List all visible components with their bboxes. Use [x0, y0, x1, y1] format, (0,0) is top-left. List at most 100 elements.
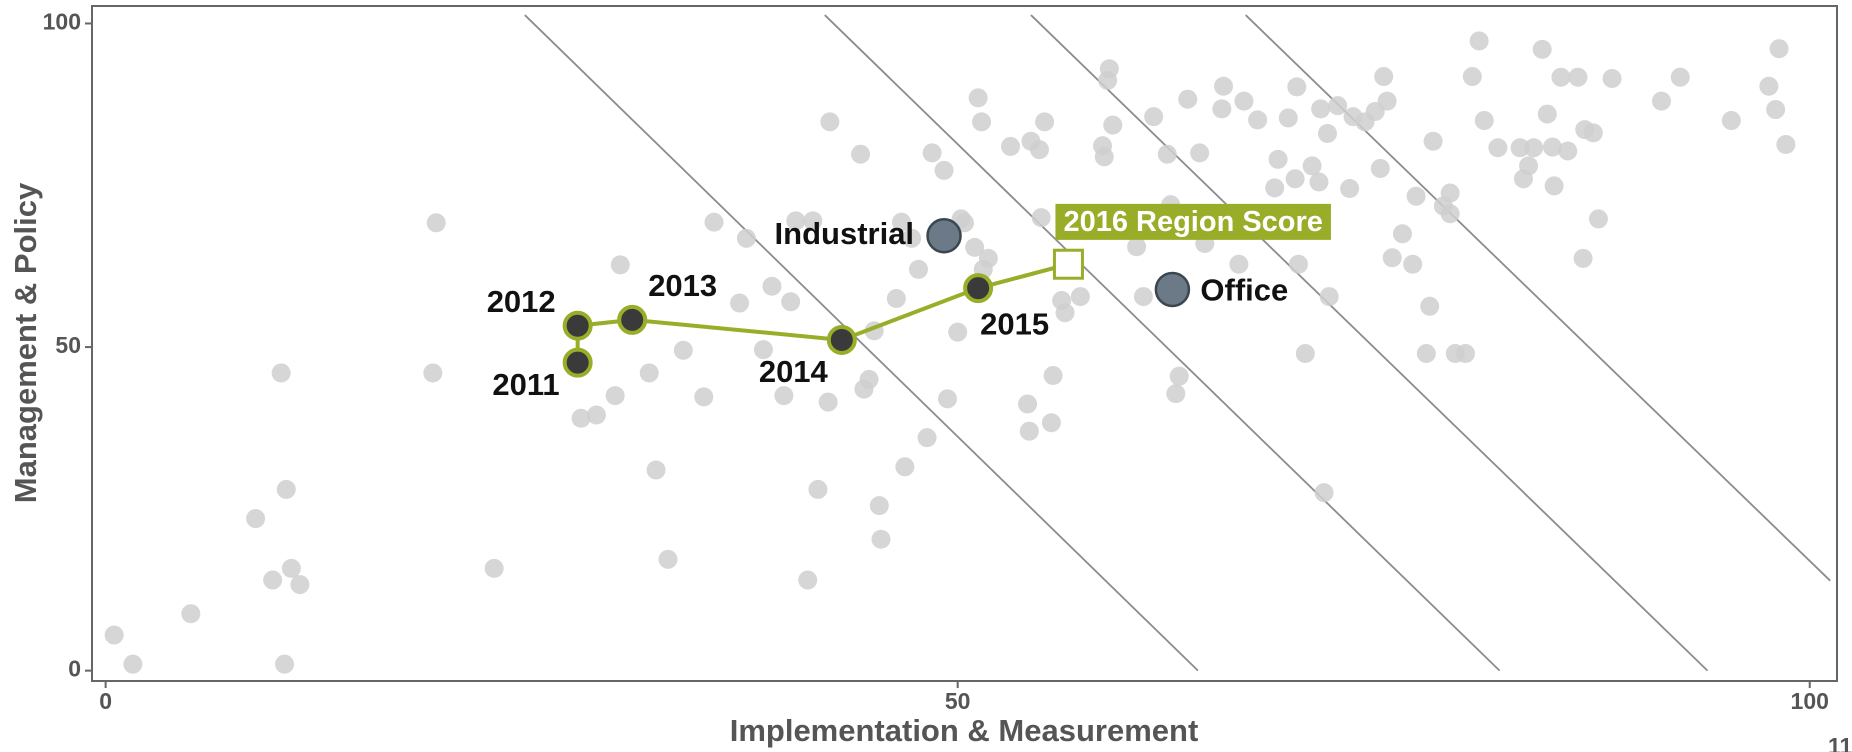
scatter-point	[968, 88, 988, 108]
scatter-point	[1551, 67, 1571, 87]
scatter-point	[1018, 394, 1038, 414]
scatter-point	[730, 293, 750, 313]
score-label: 2016 Region Score	[1063, 206, 1323, 238]
scatter-point	[948, 322, 968, 342]
scatter-point	[1169, 366, 1189, 386]
scatter-point	[1314, 483, 1334, 503]
scatter-point	[1212, 99, 1232, 119]
scatter-point	[290, 575, 310, 595]
scatter-point	[972, 112, 992, 132]
scatter-point	[571, 408, 591, 428]
scatter-point	[646, 460, 666, 480]
scatter-point	[908, 259, 928, 279]
scatter-point	[1265, 178, 1285, 198]
trajectory-point	[963, 273, 994, 304]
scatter-point	[1537, 104, 1557, 124]
scatter-point	[1317, 123, 1337, 143]
trajectory-point	[617, 304, 648, 335]
scatter-point	[1474, 111, 1494, 131]
trajectory-label: 2015	[980, 306, 1049, 341]
scatter-point	[1469, 31, 1489, 51]
scatter-point	[1403, 254, 1423, 274]
x-tick-label: 0	[99, 688, 112, 714]
scatter-point	[1309, 172, 1329, 192]
scatter-point	[965, 237, 985, 257]
scatter-point	[1392, 224, 1412, 244]
scatter-point	[1440, 183, 1460, 203]
scatter-point	[281, 558, 301, 578]
scatter-point	[820, 112, 840, 132]
scatter-point	[1423, 131, 1443, 151]
scatter-point	[917, 428, 937, 448]
scatter-point	[123, 654, 143, 674]
scatter-point	[1043, 366, 1063, 386]
scatter-point	[1456, 344, 1476, 364]
scatter-point	[922, 143, 942, 163]
scatter-point	[1103, 115, 1123, 135]
scatter-point	[1144, 107, 1164, 127]
scatter-point	[798, 570, 818, 590]
scatter-point	[1416, 344, 1436, 364]
scatter-point	[275, 654, 295, 674]
scatter-point	[246, 509, 266, 529]
scatter-point	[423, 363, 443, 383]
scatter-point	[586, 405, 606, 425]
scatter-point	[1602, 68, 1622, 88]
scatter-point	[1319, 287, 1339, 307]
benchmark-point	[1154, 271, 1191, 308]
scatter-point	[1488, 138, 1508, 158]
scatter-point	[1328, 96, 1348, 116]
scatter-point	[1544, 176, 1564, 196]
scatter-point	[1133, 287, 1153, 307]
scatter-point	[181, 604, 201, 624]
scatter-point	[104, 625, 124, 645]
scatter-point	[1234, 91, 1254, 111]
scatter-point	[886, 289, 906, 309]
scatter-point	[1370, 158, 1390, 178]
trajectory-point	[826, 324, 857, 355]
score-callout: 2016 Region Score	[1055, 203, 1331, 240]
benchmark-label: Office	[1200, 273, 1288, 308]
scatter-point	[1214, 76, 1234, 96]
scatter-point	[1651, 91, 1671, 111]
scatter-point	[1558, 141, 1578, 161]
scatter-point	[276, 479, 296, 499]
page-number: 11	[1828, 733, 1852, 752]
scatter-point	[1420, 296, 1440, 316]
scatter-point	[704, 212, 724, 232]
scatter-point	[1190, 143, 1210, 163]
scatter-point	[1524, 138, 1544, 158]
scatter-point	[1568, 67, 1588, 87]
scatter-point	[978, 248, 998, 268]
scatter-point	[1532, 39, 1552, 59]
scatter-point	[694, 387, 714, 407]
scatter-point	[1462, 67, 1482, 87]
scatter-point	[1248, 110, 1268, 130]
scatter-point	[1055, 303, 1075, 323]
benchmark-label: Industrial	[775, 216, 915, 251]
scatter-point	[1278, 108, 1298, 128]
scatter-point	[1311, 99, 1331, 119]
scatter-point	[1759, 76, 1779, 96]
scatter-point	[818, 392, 838, 412]
scatter-point	[1019, 421, 1039, 441]
scatter-point	[1295, 344, 1315, 364]
scatter-point	[426, 213, 446, 233]
y-tick-label: 50	[55, 332, 81, 358]
scatter-point	[639, 363, 659, 383]
scatter-point	[1285, 169, 1305, 189]
x-axis-title: Implementation & Measurement	[730, 713, 1199, 748]
plot-frame	[91, 5, 1838, 682]
scatter-point	[610, 255, 630, 275]
scatter-point	[1157, 144, 1177, 164]
scatter-point	[1166, 384, 1186, 404]
scatter-point	[1776, 134, 1796, 154]
scatter-point	[895, 457, 915, 477]
scatter-point	[1670, 67, 1690, 87]
reference-line	[824, 14, 1501, 672]
trajectory-point	[562, 310, 593, 341]
scatter-point	[1127, 237, 1147, 257]
scatter-point	[1382, 248, 1402, 268]
scatter-point	[859, 369, 879, 389]
scatter-point	[774, 386, 794, 406]
